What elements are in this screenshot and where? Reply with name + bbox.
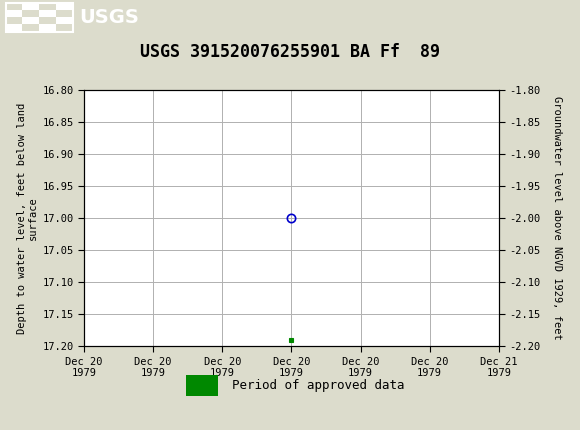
Y-axis label: Depth to water level, feet below land
surface: Depth to water level, feet below land su… [17,103,38,334]
Y-axis label: Groundwater level above NGVD 1929, feet: Groundwater level above NGVD 1929, feet [552,96,561,340]
Bar [39,25,56,32]
Bar [56,3,72,10]
Text: Period of approved data: Period of approved data [232,379,404,392]
Bar [6,10,23,17]
Bar [23,3,39,10]
Text: USGS 391520076255901 BA Ff  89: USGS 391520076255901 BA Ff 89 [140,43,440,61]
Bar [6,25,23,32]
Bar [56,17,72,25]
Bar [39,10,56,17]
Bar [6,3,72,32]
Bar [23,17,39,25]
Text: USGS: USGS [79,8,139,27]
Bar [186,375,218,396]
